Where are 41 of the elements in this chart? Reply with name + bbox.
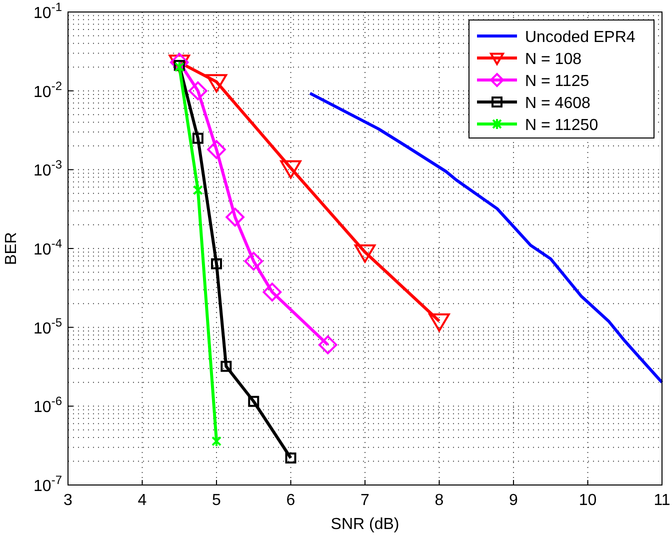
legend-label: Uncoded EPR4 [525, 29, 636, 46]
y-tick-label: 10$^{-6}$ [34, 394, 62, 416]
point [192, 132, 204, 144]
y-tick-label: 10$^{-1}$ [34, 0, 62, 22]
point [207, 140, 226, 159]
x-tick-label: 5 [212, 492, 222, 509]
y-tick-label: 10$^{-5}$ [34, 315, 62, 338]
point [262, 282, 282, 302]
x-tick-label: 11 [654, 492, 670, 509]
x-tick-label: 6 [286, 492, 296, 509]
y-axis-title: BER [3, 232, 20, 265]
point [188, 81, 208, 100]
point [248, 396, 260, 407]
point [354, 244, 376, 263]
point [280, 160, 302, 179]
x-axis-title: SNR (dB) [330, 516, 400, 533]
legend-label: N = 4608 [525, 95, 590, 112]
x-tick-label: 7 [360, 492, 370, 509]
legend-label: N = 1125 [525, 73, 590, 90]
legend-label: N = 108 [525, 51, 582, 68]
line-series [308, 92, 664, 384]
y-tick-label: 10$^{-2}$ [34, 78, 62, 101]
point [244, 252, 264, 271]
x-tick-label: 3 [64, 492, 73, 509]
point [220, 360, 232, 372]
point [192, 184, 203, 196]
x-tick-label: 8 [434, 492, 444, 509]
x-tick-label: 10 [578, 492, 597, 509]
point [212, 435, 222, 448]
point [428, 313, 450, 332]
point [285, 452, 296, 464]
y-tick-label: 10$^{-4}$ [34, 236, 62, 258]
x-tick-label: 9 [509, 492, 518, 509]
point [318, 335, 338, 354]
x-tick-label: 4 [138, 492, 147, 509]
point [226, 208, 244, 227]
legend-label: N = 11250 [525, 117, 598, 134]
y-tick-label: 10$^{-7}$ [34, 473, 62, 495]
y-tick-label: 10$^{-3}$ [34, 158, 62, 180]
point [211, 258, 222, 270]
point [206, 74, 228, 92]
